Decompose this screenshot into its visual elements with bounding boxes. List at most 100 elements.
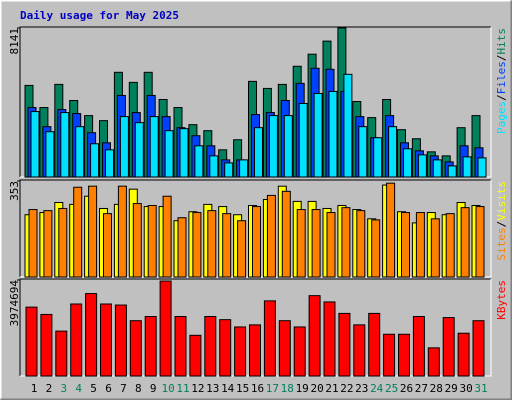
bar: [45, 131, 55, 178]
bar: [313, 92, 323, 178]
x-tick-label: 12: [191, 382, 204, 395]
bar: [147, 204, 157, 278]
bar: [445, 213, 455, 278]
bar: [194, 145, 204, 178]
x-tick-label: 19: [296, 382, 309, 395]
x-tick-label: 8: [135, 382, 142, 395]
legend-separator: /: [495, 94, 508, 101]
bar: [219, 319, 232, 377]
bar: [164, 130, 174, 178]
bar: [119, 116, 129, 178]
plot-border: [19, 179, 491, 277]
bar: [412, 316, 425, 377]
legend: KBytes: [495, 280, 508, 320]
x-tick-label: 1: [31, 382, 38, 395]
bar: [134, 122, 144, 178]
legend-entry: Hits: [495, 28, 508, 55]
bar: [283, 115, 293, 178]
bar: [73, 186, 83, 278]
bar: [85, 293, 98, 377]
x-tick-label: 22: [340, 382, 353, 395]
x-tick-label: 4: [75, 382, 82, 395]
bar: [30, 111, 40, 178]
bar: [55, 330, 68, 377]
x-tick-label: 11: [176, 382, 189, 395]
bar: [356, 210, 366, 278]
bar: [239, 159, 249, 178]
bar: [129, 320, 142, 377]
plot-border: [19, 26, 491, 177]
legend-entry: KBytes: [495, 280, 508, 320]
bar: [60, 112, 70, 178]
bar: [417, 154, 427, 178]
y-tick-label: 353: [8, 181, 21, 201]
bar: [58, 207, 68, 278]
bar: [296, 209, 306, 278]
bar: [460, 207, 470, 278]
legend: Pages/Files/Hits: [495, 28, 508, 134]
x-tick-label: 16: [251, 382, 264, 395]
bar: [117, 185, 127, 278]
bar: [179, 128, 189, 178]
bar: [204, 316, 217, 377]
bar: [477, 157, 487, 178]
plot-border: [19, 278, 491, 376]
bar: [401, 212, 410, 278]
x-tick-label: 27: [415, 382, 428, 395]
bar: [100, 303, 112, 377]
bar: [373, 137, 383, 178]
x-tick-label: 3: [60, 382, 67, 395]
bar: [234, 326, 247, 377]
bar: [40, 313, 53, 377]
bar: [462, 156, 472, 178]
x-tick-label: 9: [150, 382, 157, 395]
bar: [43, 210, 53, 278]
bar: [457, 332, 470, 377]
bar: [70, 303, 83, 377]
bar: [75, 126, 85, 178]
x-tick-label: 14: [221, 382, 235, 395]
bar: [90, 143, 100, 178]
bar: [388, 126, 398, 178]
x-tick-label: 23: [355, 382, 368, 395]
bar: [249, 324, 261, 377]
bar: [326, 212, 336, 278]
bar: [398, 333, 410, 377]
legend-entry: Files: [495, 61, 508, 94]
bar: [209, 155, 219, 178]
x-tick-label: 15: [236, 382, 249, 395]
bar: [266, 194, 276, 278]
x-tick-label: 18: [281, 382, 294, 395]
bar: [368, 312, 381, 377]
x-tick-label: 6: [105, 382, 112, 395]
x-tick-label: 24: [370, 382, 384, 395]
bar: [403, 148, 412, 178]
bar: [430, 218, 440, 278]
bar: [371, 219, 381, 278]
bar: [358, 126, 368, 178]
bar: [149, 116, 159, 178]
bar: [323, 301, 336, 377]
bar: [268, 115, 278, 178]
legend-entry: Sites: [495, 227, 508, 260]
bar: [252, 206, 261, 278]
bar: [207, 210, 217, 278]
bar: [254, 127, 263, 178]
legend: Sites/Visits: [495, 181, 508, 261]
bar: [311, 209, 321, 278]
bar: [442, 317, 455, 377]
bar: [475, 206, 485, 278]
x-tick-label: 2: [46, 382, 53, 395]
legend-entry: Pages: [495, 101, 508, 134]
y-tick-label: 3974694: [8, 280, 21, 327]
bar: [386, 182, 396, 278]
bar: [343, 73, 353, 178]
bar: [341, 207, 351, 278]
bar: [88, 185, 98, 278]
bar: [308, 295, 321, 377]
bar: [222, 213, 232, 278]
x-tick-label: 13: [206, 382, 219, 395]
